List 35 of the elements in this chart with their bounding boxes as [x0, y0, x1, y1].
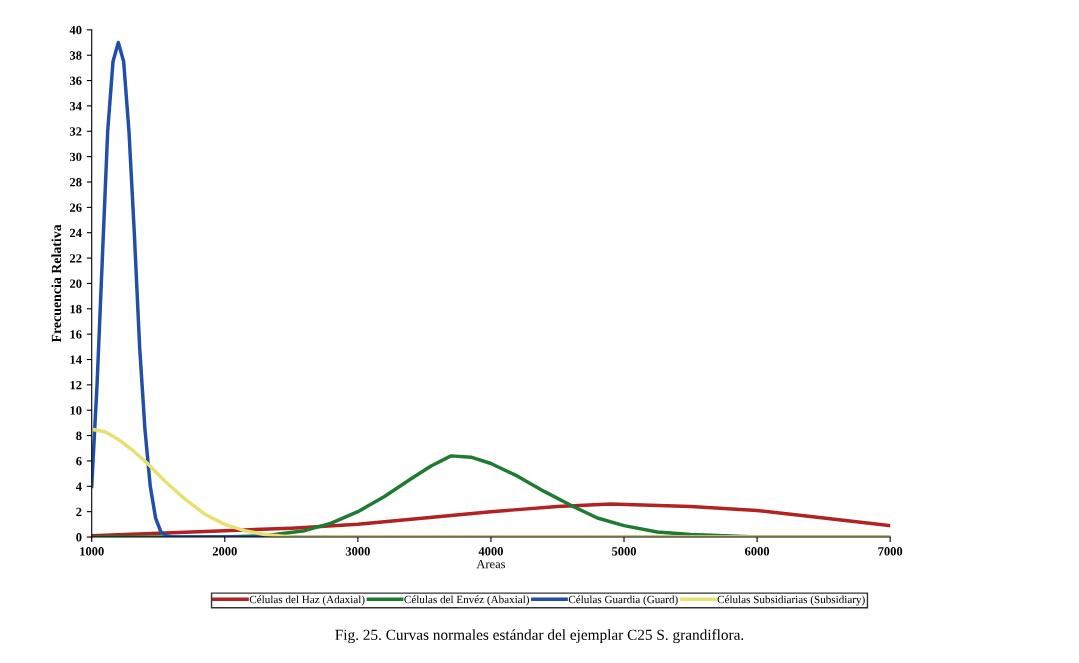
legend-label: Células del Haz (Adaxial)	[249, 595, 365, 606]
y-tick-label: 26	[70, 203, 82, 212]
y-tick-label: 20	[70, 279, 82, 288]
y-tick-label: 28	[70, 178, 82, 187]
y-tick-label: 38	[69, 51, 82, 60]
y-tick-label: 22	[70, 254, 82, 263]
y-tick-label: 14	[70, 355, 82, 364]
y-tick-label: 8	[76, 431, 82, 441]
x-tick-label: 2000	[212, 547, 237, 556]
y-tick-label: 36	[69, 76, 82, 86]
x-tick-label: 7000	[878, 547, 903, 556]
y-tick-label: 16	[70, 330, 82, 339]
x-tick-label: 1000	[80, 547, 104, 556]
y-tick-label: 34	[69, 101, 82, 111]
y-tick-label: 4	[75, 482, 82, 491]
y-tick-label: 40	[69, 25, 82, 35]
y-tick-label: 18	[70, 304, 82, 314]
x-tick-label: 5000	[612, 547, 637, 556]
y-tick-label: 2	[76, 507, 82, 517]
x-tick-label: 6000	[745, 547, 770, 556]
y-tick-label: 0	[76, 533, 82, 542]
x-tick-label: 4000	[478, 547, 503, 556]
legend-label: Células del Envéz (Abaxial)	[404, 595, 529, 606]
legend-label: Células Subsidiarias (Subsidiary)	[717, 595, 865, 606]
y-tick-label: 6	[76, 457, 82, 466]
y-tick-label: 32	[69, 127, 82, 136]
y-axis-title: Frecuencia Relativa	[51, 224, 62, 343]
y-tick-label: 10	[70, 406, 82, 415]
x-axis-title: Areas	[476, 559, 506, 569]
y-tick-label: 24	[70, 228, 82, 238]
legend-label: Células Guardia (Guard)	[568, 595, 678, 606]
x-tick-label: 3000	[345, 547, 370, 556]
y-tick-label: 30	[69, 152, 82, 162]
caption: Fig. 25. Curvas normales estándar del ejemplar C25 S. grandiflora.	[335, 629, 744, 644]
y-tick-label: 12	[70, 380, 82, 390]
